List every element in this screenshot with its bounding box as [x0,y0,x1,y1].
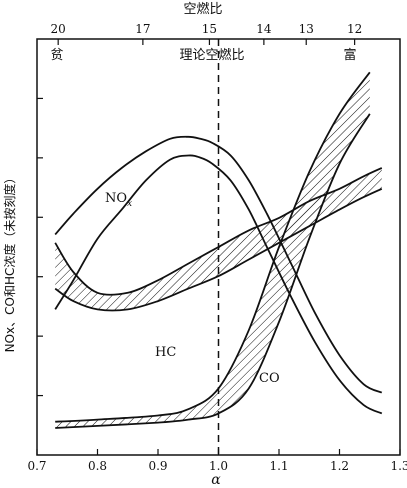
x-tick-label: 1.3 [390,459,407,473]
x-tick-label: 0.8 [88,459,107,473]
top-tick-label: 12 [347,22,362,36]
nox-label-sub: x [127,199,132,209]
top-tick-label: 17 [135,22,150,36]
x-tick-label: 1.1 [269,459,288,473]
series-layer [54,71,383,429]
stoich-label: 理论空燃比 [179,47,244,63]
rich-label: 富 [343,47,356,63]
nox-label: NOx [105,191,132,209]
nox-lower-line [54,154,383,415]
y-axis-label: NOx、CO和HC浓度（未按刻度） [2,172,17,353]
top-tick-label: 13 [299,22,314,36]
lean-label: 贫 [50,47,63,63]
hc-band-fill [55,168,382,311]
x-tick-label: 0.7 [27,459,46,473]
nox-label-main: NO [105,191,127,206]
x-tick-label: 0.9 [148,459,167,473]
hc-label: HC [155,345,176,360]
axis-ticks: 0.7 0.8 0.9 1.0 1.1 1.2 1.3 20 17 15 14 13 12 [27,22,407,473]
top-axis-label: 空燃比 [183,1,222,17]
top-tick-label: 14 [256,22,272,36]
hc-lower-line [54,187,383,312]
co-label: CO [259,371,280,386]
x-tick-label: 1.0 [209,459,228,473]
x-tick-label: 1.2 [330,459,349,473]
co-upper-line [55,71,371,423]
top-tick-label: 20 [51,22,66,36]
top-tick-label: 15 [202,22,217,36]
nox-upper-line [54,135,383,394]
x-axis-label: α [211,472,221,488]
co-lower-line [55,113,371,429]
